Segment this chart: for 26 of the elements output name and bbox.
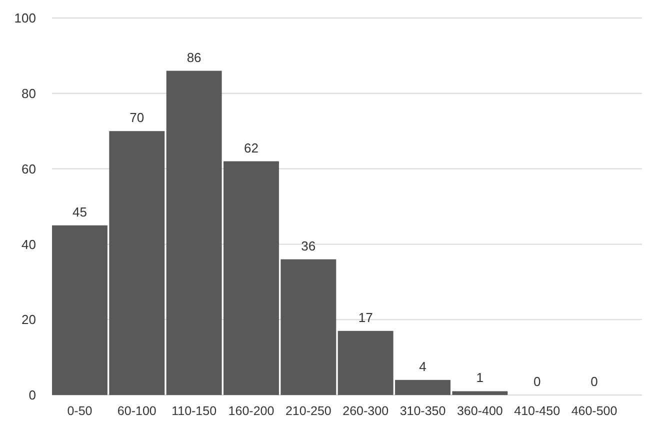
- data-label: 17: [358, 310, 373, 325]
- data-label: 4: [419, 358, 426, 374]
- data-label: 45: [72, 204, 87, 220]
- y-tick-label: 0: [28, 388, 36, 403]
- data-label: 70: [130, 110, 144, 126]
- data-label: 0: [590, 374, 598, 389]
- data-label: 62: [244, 140, 258, 156]
- data-label: 0: [533, 374, 541, 389]
- y-tick-label: 80: [22, 86, 36, 101]
- y-tick-label: 40: [22, 236, 36, 252]
- y-tick-label: 60: [22, 161, 36, 176]
- x-tick-label: 110-150: [172, 404, 217, 418]
- y-tick-label: 100: [14, 10, 36, 26]
- x-tick-label: 460-500: [571, 404, 618, 418]
- x-tick-label: 310-350: [400, 404, 446, 418]
- y-tick-label: 20: [22, 312, 36, 328]
- x-tick-label: 0-50: [67, 404, 92, 418]
- data-label: 86: [186, 50, 202, 65]
- x-tick-label: 60-100: [117, 404, 156, 418]
- x-tick-label: 360-400: [456, 404, 503, 418]
- x-tick-label: 410-450: [514, 404, 560, 418]
- x-tick-label: 210-250: [285, 404, 332, 418]
- data-label: 36: [301, 238, 316, 254]
- x-tick-label: 260-300: [342, 404, 389, 418]
- x-tick-label: 160-200: [228, 404, 274, 418]
- data-label: 1: [476, 370, 484, 386]
